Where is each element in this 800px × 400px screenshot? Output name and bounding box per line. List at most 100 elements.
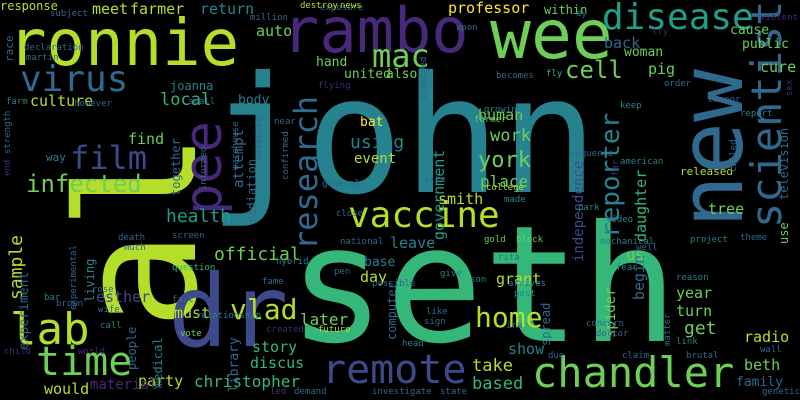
word-reason: reason — [676, 273, 709, 283]
word-back: back — [604, 34, 641, 52]
word-way: way — [46, 151, 66, 164]
word-infected: infected — [26, 170, 142, 198]
word-question: question — [172, 263, 216, 273]
word-response: response — [0, 0, 58, 13]
word-esther: esther — [96, 288, 151, 306]
word-destroy: destroy — [300, 1, 338, 11]
word-get: get — [684, 318, 717, 339]
word-strength: strength — [3, 110, 13, 154]
word-library: library — [227, 337, 242, 392]
word-ira: ira — [506, 321, 523, 331]
word-leave: leave — [390, 234, 436, 252]
word-television: television — [777, 127, 791, 200]
word-fly: fly — [546, 69, 563, 79]
word-growing: growing — [484, 105, 522, 115]
word-cell: cell — [565, 56, 623, 84]
word-smith: smith — [438, 190, 484, 208]
word-link: link — [676, 337, 698, 347]
word-million: million — [250, 13, 288, 23]
word-material: material — [90, 377, 158, 393]
word-sex: sex — [785, 79, 795, 96]
word-together: together — [169, 138, 183, 196]
word-exposure: exposure — [320, 3, 364, 13]
word-much: much — [124, 243, 146, 253]
word-video: video — [606, 215, 634, 225]
word-fear: fear — [616, 263, 638, 273]
word-dr: dr — [168, 253, 289, 370]
word-pig: pig — [648, 60, 676, 78]
word-spread: spread — [539, 302, 553, 346]
word-upon: upon — [456, 23, 478, 33]
word-remote: remote — [322, 347, 467, 393]
word-local: local — [160, 90, 212, 110]
word-possible: possible — [372, 279, 416, 289]
word-hybrid: hybrid — [276, 257, 309, 267]
word-doctor: doctor — [596, 329, 629, 339]
word-investigate: investigate — [372, 387, 432, 397]
word-site: site — [424, 175, 446, 185]
word-concern: concern — [586, 319, 624, 329]
word-son: son — [470, 275, 487, 285]
word-martin: martin — [26, 53, 59, 63]
word-official: official — [214, 244, 301, 265]
word-state: state — [440, 387, 468, 397]
word-disease: disease — [602, 0, 754, 38]
word-day: day — [360, 268, 388, 286]
word-joanna: joanna — [170, 79, 214, 93]
word-created: created — [266, 325, 304, 335]
word-woman: woman — [624, 45, 664, 60]
word-auto: auto — [256, 22, 293, 40]
word-well: well — [636, 243, 658, 253]
word-brutal: brutal — [686, 351, 719, 361]
word-culture: culture — [30, 92, 94, 110]
word-post: post — [514, 289, 536, 299]
word-try: try — [652, 27, 669, 37]
word-demand: demand — [294, 387, 327, 397]
word-base: base — [364, 255, 396, 270]
word-project: project — [690, 235, 728, 245]
word-arrives: arrives — [508, 279, 546, 289]
word-relationship: relationship — [196, 311, 262, 321]
word-general: general — [322, 179, 360, 189]
word-call: call — [100, 321, 122, 331]
word-rambo: rambo — [282, 0, 469, 67]
word-work: work — [490, 126, 531, 146]
word-year: year — [676, 284, 713, 302]
word-united: united — [344, 67, 391, 82]
word-based: based — [472, 374, 524, 394]
word-led: led — [270, 387, 287, 397]
word-subject: subject — [50, 9, 88, 19]
word-due: due — [548, 351, 565, 361]
word-public: public — [742, 37, 789, 52]
word-matter: matter — [663, 313, 673, 346]
word-fast: fast — [172, 295, 194, 305]
word-violent: violent — [760, 13, 798, 23]
word-informed: informed — [199, 146, 209, 190]
word-genetic: genetic — [762, 387, 800, 397]
word-find: find — [128, 130, 165, 148]
word-home: home — [475, 301, 543, 334]
word-however: however — [74, 99, 112, 109]
word-give: give — [440, 269, 462, 279]
word-sign: sign — [424, 317, 446, 327]
word-connor: connor — [708, 95, 741, 105]
word-wall: wall — [760, 345, 782, 355]
word-wife: wife — [98, 305, 120, 315]
word-end: end — [3, 159, 13, 176]
word-meet: meet — [92, 0, 129, 18]
word-rita: rita — [498, 253, 520, 263]
word-virus: virus — [20, 59, 129, 100]
word-child: child — [4, 347, 32, 357]
word-screen: screen — [172, 231, 205, 241]
word-theme: theme — [740, 233, 768, 243]
word-mac: mac — [372, 37, 430, 75]
word-radiation: radiation — [245, 158, 259, 224]
word-sequence: sequence — [570, 149, 614, 159]
word-place: place — [480, 172, 529, 191]
word-ronnie: ronnie — [8, 7, 240, 81]
word-party: party — [138, 372, 184, 390]
word-york: york — [478, 148, 531, 173]
word-using: using — [350, 132, 405, 153]
word-like: like — [426, 307, 448, 317]
word-made: made — [504, 195, 526, 205]
